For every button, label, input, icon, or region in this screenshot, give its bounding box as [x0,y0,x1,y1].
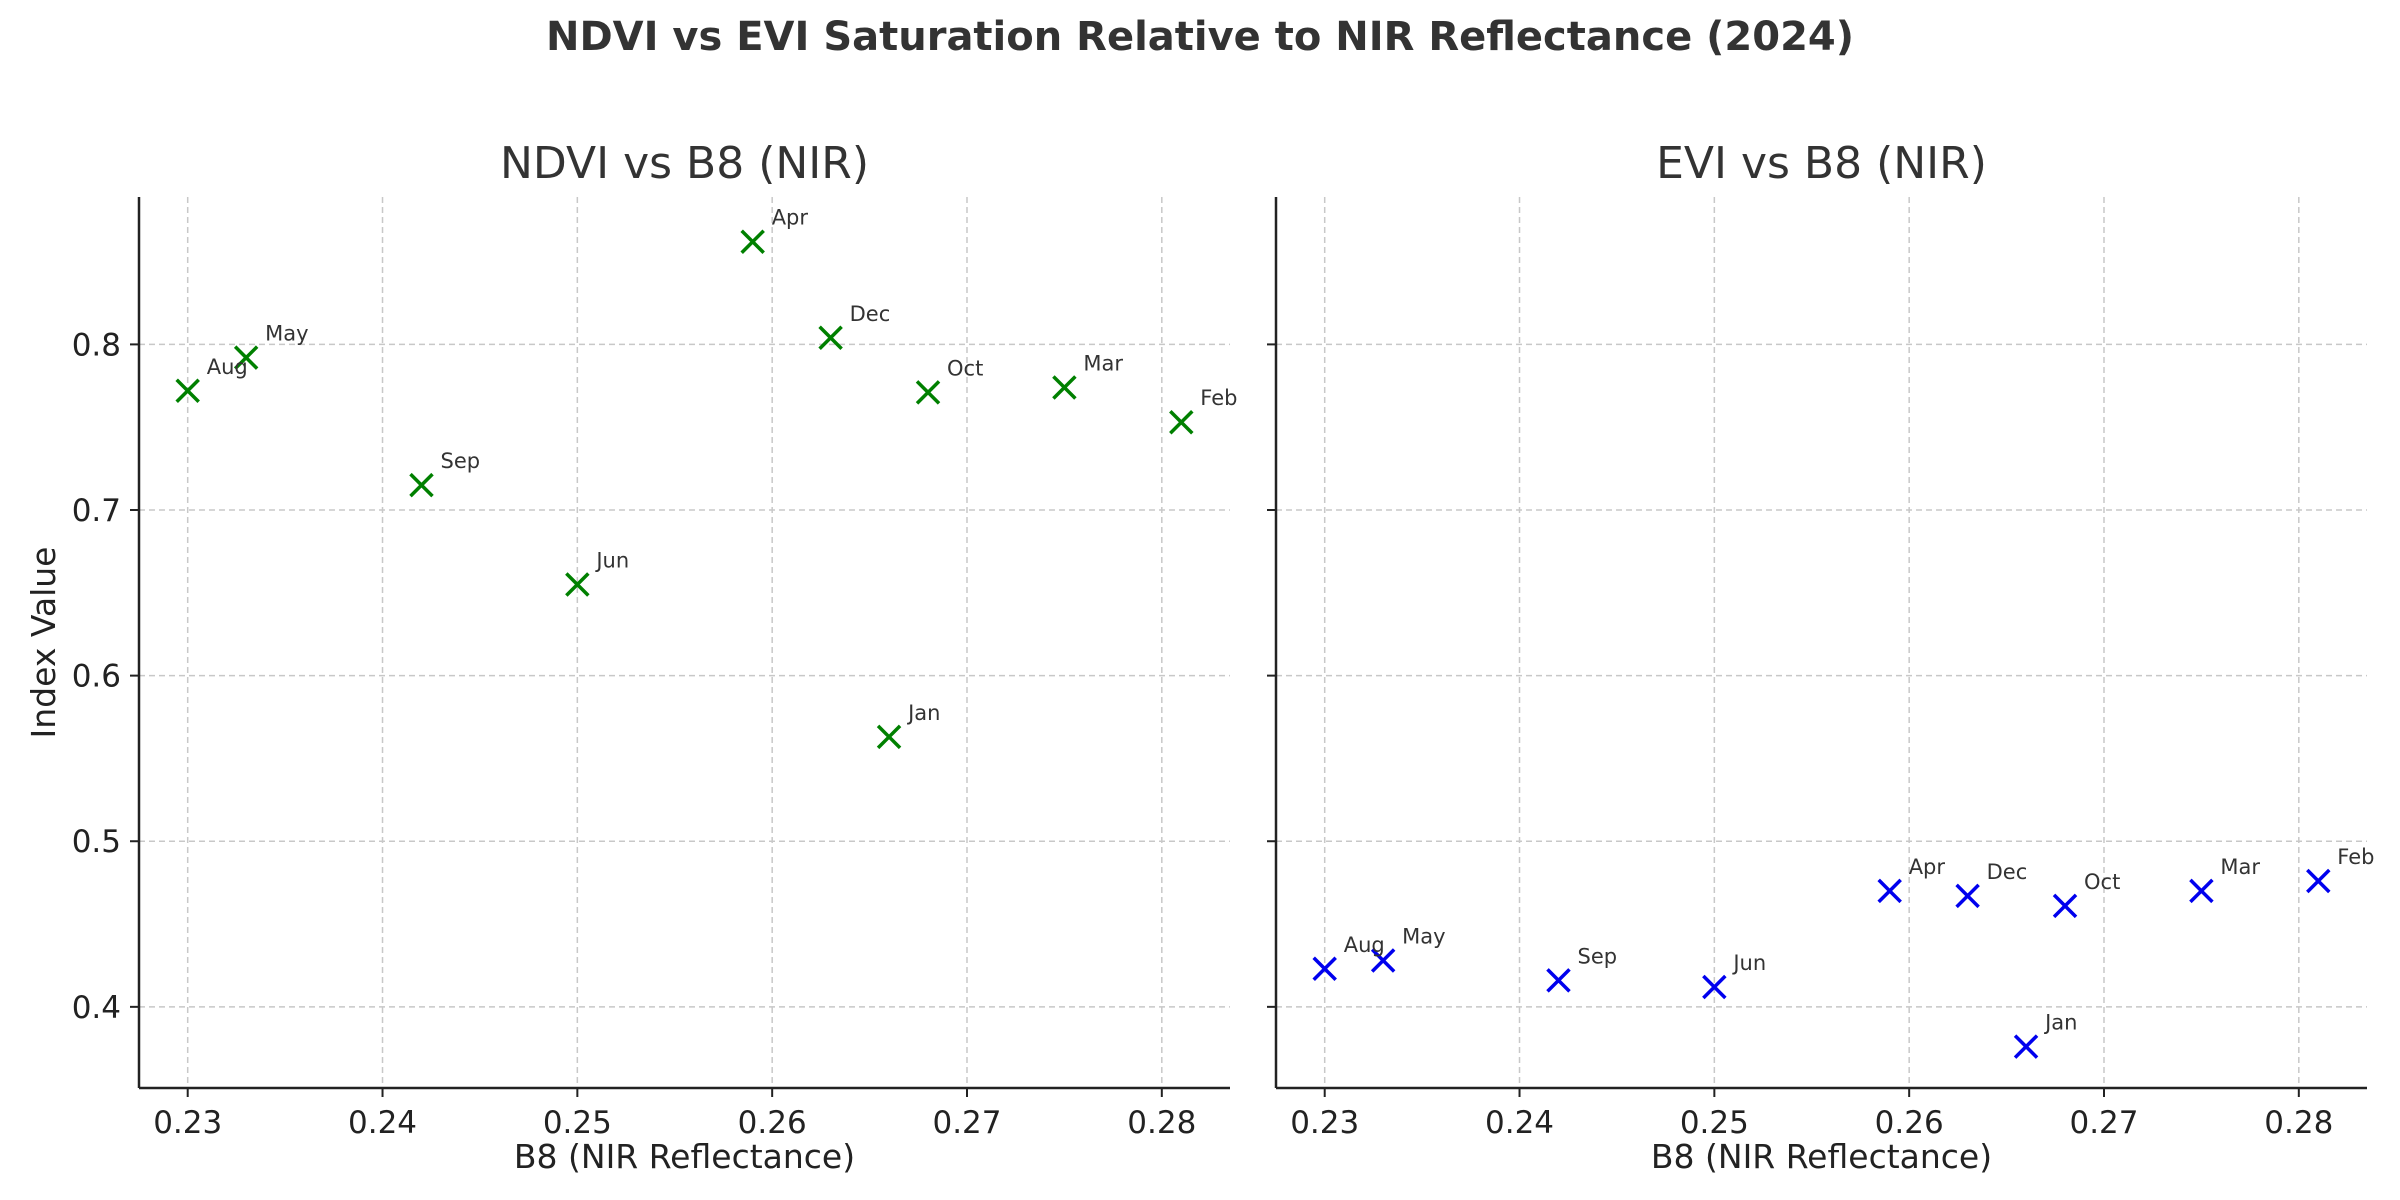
figure-title: NDVI vs EVI Saturation Relative to NIR R… [545,14,1855,60]
data-point-jun [565,572,590,597]
data-point-oct [2052,893,2078,919]
y-tick-label: 0.5 [72,824,121,860]
scatter-panel-2: 0.23 0.24 0.25 0.26 0.27 0.28 EVI vs B8 (NIR) B… [1267,138,2374,1176]
point-label-dec: Dec [850,302,891,326]
data-point-aug [1312,956,1337,981]
y-tick-label: 0.6 [72,659,121,695]
data-point-aug [175,378,200,404]
point-label-oct: Oct [947,356,983,380]
x-tick-label: 0.28 [2264,1105,2333,1141]
x-tick-label: 0.27 [932,1105,1001,1141]
point-label-may: May [1402,924,1445,948]
data-point-may [233,345,259,370]
data-point-dec [1955,883,1980,909]
x-axis-label: B8 (NIR Reflectance) [514,1137,855,1176]
point-label-apr: Apr [1909,855,1946,879]
point-label-dec: Dec [1987,860,2028,884]
point-label-jun: Jun [594,549,629,573]
data-point-dec [818,325,843,351]
point-label-feb: Feb [1200,386,1237,410]
x-tick-label: 0.26 [1875,1105,1944,1141]
data-point-jun [1702,974,1727,1000]
point-label-jun: Jun [1731,951,1766,975]
data-point-sep [409,472,434,498]
data-point-mar [2189,878,2214,904]
y-tick-label: 0.7 [72,493,121,529]
x-tick-label: 0.26 [738,1105,807,1141]
data-point-feb [2306,868,2331,894]
x-tick-label: 0.25 [543,1105,612,1141]
data-point-may [1370,948,1396,973]
data-point-jan [2013,1034,2039,1059]
point-label-apr: Apr [772,206,809,230]
panel-title: EVI vs B8 (NIR) [1656,138,1987,189]
y-tick-label: 0.8 [72,327,121,363]
x-tick-label: 0.24 [348,1105,417,1141]
point-label-mar: Mar [2220,855,2260,879]
point-label-sep: Sep [440,449,480,473]
x-tick-label: 0.27 [2069,1105,2138,1141]
point-label-jan: Jan [906,701,940,725]
point-label-feb: Feb [2337,845,2374,869]
point-label-oct: Oct [2084,870,2120,894]
point-label-aug: Aug [207,355,248,379]
data-point-feb [1169,409,1194,435]
point-label-mar: Mar [1083,351,1123,375]
y-axis-label: Index Value [24,547,63,739]
point-label-aug: Aug [1344,933,1385,957]
x-axis-label: B8 (NIR Reflectance) [1651,1137,1992,1176]
point-label-jan: Jan [2043,1011,2077,1035]
x-tick-label: 0.28 [1127,1105,1196,1141]
y-tick-label: 0.4 [72,990,121,1026]
x-tick-label: 0.23 [1290,1105,1359,1141]
panel-title: NDVI vs B8 (NIR) [500,138,869,189]
data-point-oct [915,380,941,405]
data-point-jan [876,724,902,750]
data-point-mar [1052,375,1077,400]
x-tick-label: 0.24 [1485,1105,1554,1141]
x-tick-label: 0.23 [153,1105,222,1141]
scatter-panel-1: 0.23 0.24 0.25 0.26 0.27 0.28 0.4 0.5 0.6 0.7 0.8 N… [24,138,1237,1176]
data-point-apr [1877,878,1902,904]
data-point-sep [1546,968,1571,993]
point-label-may: May [265,322,308,346]
data-point-apr [740,229,765,254]
x-tick-label: 0.25 [1680,1105,1749,1141]
point-label-sep: Sep [1577,944,1617,968]
